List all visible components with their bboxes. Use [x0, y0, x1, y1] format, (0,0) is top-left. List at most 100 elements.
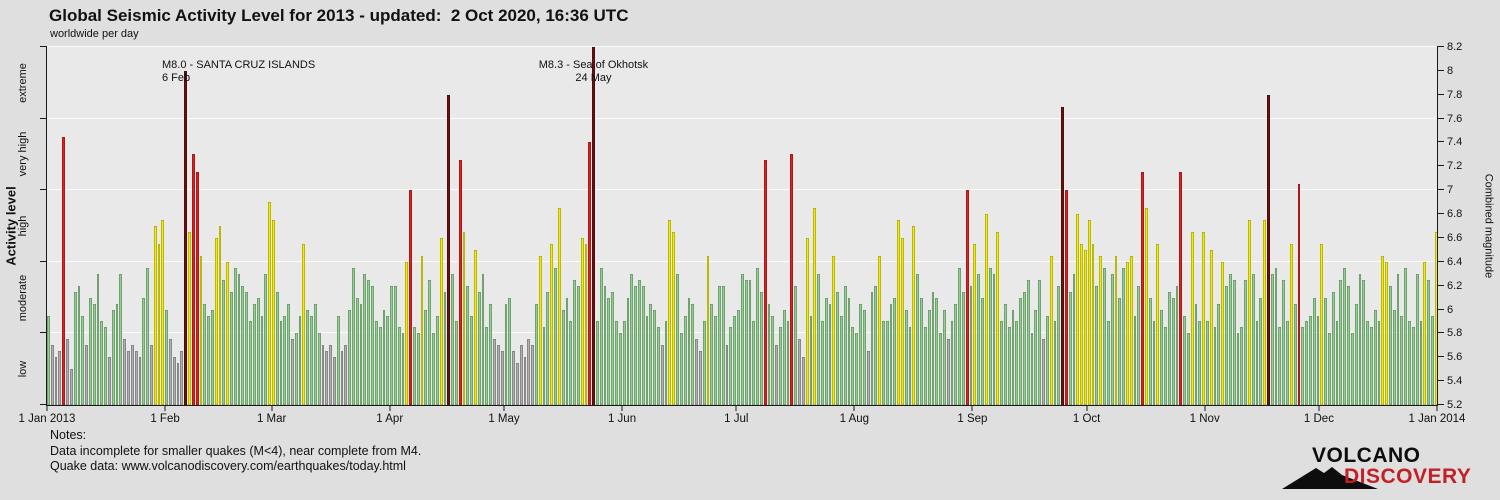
month-tick-1-Apr [389, 405, 391, 411]
bar-day-239 [954, 303, 958, 405]
bar-day-245 [977, 273, 981, 405]
bar-day-288 [1141, 172, 1144, 405]
month-label-1-Jul: 1 Jul [724, 413, 749, 425]
bar-day-93 [397, 327, 401, 405]
bar-day-97 [413, 327, 416, 405]
bar-day-89 [382, 309, 386, 405]
annotation-2-line-1: M8.3 - Sea of Okhotsk [538, 59, 649, 71]
bar-day-328 [1293, 303, 1297, 405]
bar-day-55 [252, 303, 256, 405]
bar-day-303 [1198, 321, 1202, 405]
bar-day-243 [969, 285, 973, 405]
bar-day-146 [599, 267, 603, 405]
bar-day-29 [153, 226, 157, 405]
bar-day-192 [775, 345, 778, 405]
bar-day-64 [287, 303, 290, 405]
bar-day-178 [721, 285, 725, 405]
bar-day-293 [1160, 309, 1164, 405]
bar-day-312 [1232, 279, 1236, 405]
bars-container [47, 47, 1438, 405]
bar-day-10 [81, 315, 85, 405]
bar-day-341 [1343, 267, 1347, 405]
bar-day-69 [306, 309, 310, 405]
bar-day-39 [191, 154, 195, 405]
left-tick-7.6 [40, 117, 47, 119]
bar-day-333 [1312, 297, 1316, 405]
bar-day-185 [748, 279, 752, 405]
bar-day-218 [874, 285, 878, 405]
bar-day-201 [809, 315, 813, 405]
bar-day-121 [504, 303, 508, 405]
bar-day-351 [1381, 255, 1385, 405]
bar-day-204 [820, 321, 824, 405]
bar-day-214 [859, 303, 862, 405]
bar-day-108 [454, 321, 458, 405]
bar-day-149 [611, 291, 615, 405]
month-tick-1-Jan-2013 [46, 405, 48, 411]
bar-day-304 [1202, 231, 1205, 405]
bar-day-320 [1263, 220, 1266, 405]
bar-day-244 [973, 243, 977, 405]
bar-day-194 [782, 309, 786, 405]
bar-day-353 [1389, 285, 1392, 405]
bar-day-147 [603, 285, 607, 405]
month-label-1-Mar: 1 Mar [256, 413, 287, 425]
bar-day-361 [1419, 321, 1423, 405]
bar-day-167 [679, 333, 683, 405]
bar-day-233 [931, 291, 935, 405]
bar-day-272 [1080, 243, 1083, 405]
bar-day-87 [374, 321, 378, 405]
bar-day-247 [984, 214, 988, 405]
bar-day-83 [359, 303, 363, 405]
bar-day-19 [115, 303, 119, 405]
bar-day-339 [1335, 321, 1339, 405]
bar-day-329 [1297, 184, 1301, 405]
bar-day-255 [1015, 321, 1019, 405]
bar-day-119 [496, 345, 500, 405]
bar-day-115 [481, 273, 485, 405]
bar-day-101 [428, 279, 432, 405]
bar-day-282 [1118, 297, 1122, 405]
bar-day-88 [378, 327, 382, 405]
bar-day-237 [946, 339, 950, 405]
bar-day-220 [881, 321, 885, 405]
right-tick-6.6 [1437, 236, 1444, 238]
bar-day-222 [889, 303, 893, 405]
month-label-1-Dec: 1 Dec [1303, 413, 1334, 425]
notes-heading: Notes: [50, 428, 87, 442]
bar-day-309 [1221, 261, 1225, 405]
bar-day-44 [210, 309, 214, 405]
bar-day-85 [367, 279, 371, 405]
right-tick-label-5.8: 5.8 [1447, 327, 1463, 340]
bar-day-307 [1213, 327, 1217, 405]
annotation-1-line-1: M8.0 - SANTA CRUZ ISLANDS [162, 59, 316, 71]
bar-day-362 [1423, 261, 1427, 405]
bar-day-279 [1106, 321, 1110, 405]
bar-day-79 [344, 345, 348, 405]
bar-day-80 [348, 309, 351, 405]
bar-day-134 [554, 267, 557, 405]
bar-day-177 [718, 285, 721, 405]
bar-day-281 [1114, 255, 1118, 405]
bar-day-120 [500, 351, 504, 405]
bar-day-331 [1305, 321, 1308, 405]
month-tick-1-Nov [1204, 405, 1206, 411]
bar-day-356 [1400, 315, 1404, 405]
right-tick-label-7.4: 7.4 [1447, 136, 1463, 149]
bar-day-2 [50, 345, 54, 405]
bar-day-139 [573, 279, 576, 405]
bar-day-68 [302, 243, 306, 405]
bar-day-197 [794, 285, 798, 405]
bar-day-308 [1217, 303, 1221, 405]
bar-day-212 [851, 327, 855, 405]
right-tick-label-7.6: 7.6 [1447, 112, 1463, 125]
bar-day-35 [176, 363, 180, 405]
notes-block: Notes: Data incomplete for smaller quake… [50, 428, 421, 475]
bar-day-142 [584, 243, 588, 405]
bar-day-277 [1099, 255, 1103, 405]
bar-day-13 [92, 303, 96, 405]
bar-day-54 [249, 321, 252, 405]
left-tick-6.4 [40, 260, 47, 262]
bar-day-43 [207, 315, 210, 405]
